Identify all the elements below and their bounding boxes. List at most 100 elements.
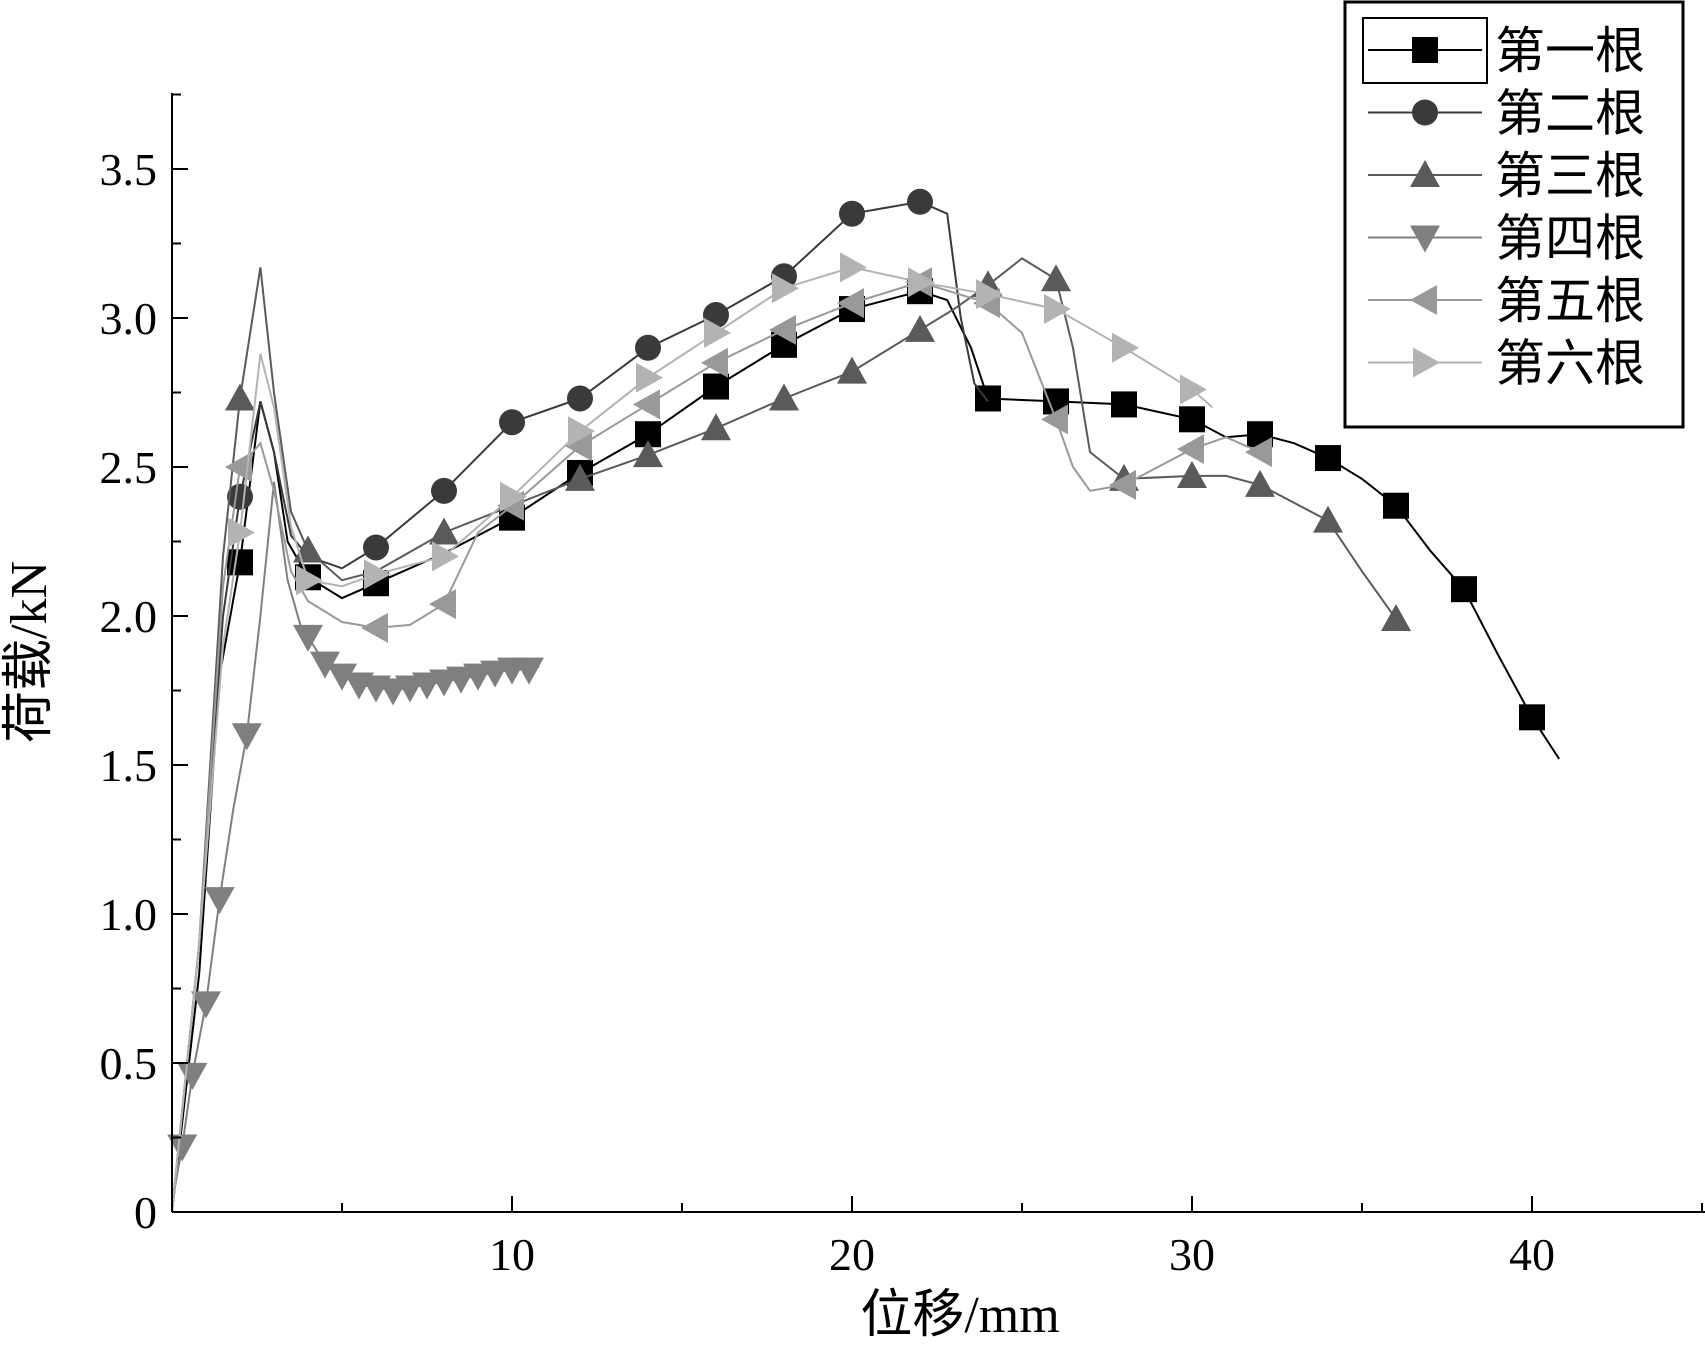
legend-label: 第六根 — [1495, 335, 1645, 393]
data-point — [1315, 445, 1341, 472]
series-layer — [167, 188, 1561, 1213]
data-point — [364, 559, 391, 590]
data-point — [1041, 404, 1068, 435]
data-point — [361, 612, 388, 643]
legend-item: 第二根 — [1368, 85, 1645, 143]
data-point — [636, 362, 663, 393]
legend-item: 第三根 — [1368, 147, 1645, 205]
data-point — [769, 383, 799, 411]
series-line — [171, 200, 989, 1213]
data-point — [1180, 374, 1207, 405]
data-point — [227, 483, 253, 510]
data-point — [231, 723, 262, 751]
series-3 — [171, 257, 1411, 1213]
series-line — [171, 290, 1561, 1213]
data-point — [839, 200, 865, 227]
y-tick-label: 0 — [134, 1187, 157, 1238]
data-point — [1245, 437, 1272, 468]
data-point — [976, 279, 1003, 310]
data-point — [1112, 332, 1139, 363]
legend-marker — [1410, 285, 1437, 315]
data-point — [1519, 704, 1545, 731]
data-point — [499, 409, 525, 436]
data-point — [1313, 505, 1343, 533]
data-point — [769, 314, 796, 345]
data-point — [907, 188, 933, 215]
data-point — [772, 273, 799, 304]
data-point — [225, 383, 255, 411]
data-point — [1381, 603, 1411, 631]
y-tick-label: 2.5 — [100, 442, 158, 493]
data-point — [1109, 469, 1136, 500]
series-5 — [171, 267, 1272, 1213]
legend-item: 第四根 — [1368, 210, 1645, 268]
legend-marker — [1413, 347, 1440, 378]
data-point — [1179, 406, 1205, 433]
y-axis-title: 荷载/kN — [1, 561, 58, 743]
data-point — [1044, 294, 1071, 325]
x-tick-label: 20 — [829, 1229, 875, 1280]
x-tick-label: 10 — [489, 1229, 535, 1280]
data-point — [837, 288, 864, 319]
data-point — [1177, 434, 1204, 465]
data-point — [837, 356, 867, 384]
data-point — [568, 416, 595, 447]
axes — [171, 93, 1705, 1213]
data-point — [293, 624, 323, 652]
data-point — [296, 565, 323, 596]
data-point — [633, 440, 663, 468]
data-point — [228, 517, 255, 548]
data-point — [633, 389, 660, 420]
data-point — [567, 385, 593, 412]
data-point — [327, 663, 357, 691]
ticks: 10 20 30 40 0 0.5 1.0 1.5 2.0 2.5 3.0 3.5 — [100, 93, 1703, 1280]
data-point — [840, 252, 867, 283]
legend-item: 第五根 — [1368, 272, 1645, 330]
legend-marker — [1410, 160, 1440, 187]
legend-marker — [1412, 99, 1438, 126]
y-tick-label: 1.0 — [100, 889, 158, 940]
y-tick-label: 2.0 — [100, 591, 158, 642]
legend-label: 第三根 — [1495, 147, 1645, 205]
data-point — [1451, 576, 1477, 603]
data-point — [500, 481, 527, 512]
y-tick-label: 3.0 — [100, 293, 158, 344]
legend-box — [1343, 0, 1685, 429]
data-point — [635, 334, 661, 361]
data-point — [701, 347, 728, 378]
data-point — [429, 517, 459, 545]
series-2 — [171, 188, 989, 1213]
legend-label: 第五根 — [1495, 272, 1645, 330]
data-point — [432, 541, 459, 572]
y-tick-label: 3.5 — [100, 144, 158, 195]
data-point — [701, 413, 731, 441]
data-point — [431, 477, 457, 504]
legend-item: 第一根 — [1368, 22, 1645, 80]
legend-label: 第二根 — [1495, 85, 1645, 143]
data-point — [704, 317, 731, 348]
data-point — [167, 1134, 198, 1162]
data-point — [1245, 469, 1275, 497]
data-point — [1111, 391, 1137, 418]
data-point — [703, 373, 729, 400]
data-point — [177, 1062, 208, 1090]
y-tick-label: 0.5 — [100, 1038, 158, 1089]
data-point — [225, 452, 252, 482]
legend-label: 第四根 — [1495, 210, 1645, 268]
data-point — [908, 267, 935, 298]
data-point — [1383, 492, 1409, 519]
data-point — [363, 534, 389, 561]
legend-marker — [1412, 37, 1438, 63]
y-tick-label: 1.5 — [100, 740, 158, 791]
data-point — [514, 657, 544, 685]
legend-label: 第一根 — [1495, 22, 1645, 80]
data-point — [565, 431, 592, 462]
series-line — [171, 281, 1261, 1213]
series-4 — [167, 481, 544, 1204]
data-point — [191, 991, 221, 1019]
x-axis-title: 位移/mm — [860, 1287, 1059, 1344]
data-point — [905, 314, 935, 342]
data-point — [1041, 264, 1071, 292]
legend-marker — [1410, 225, 1440, 253]
